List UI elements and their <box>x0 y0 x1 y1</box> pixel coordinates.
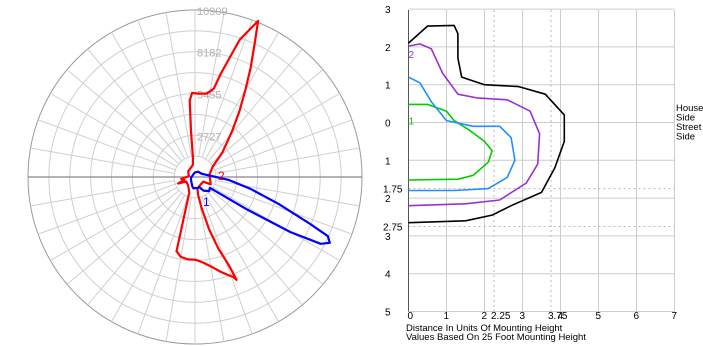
polar-radial-tick-label: 8182 <box>197 48 221 60</box>
contour-side-label: Street <box>676 122 702 133</box>
contour-y-tick-label: 3 <box>385 5 391 16</box>
polar-grid-spoke <box>87 192 182 306</box>
polar-grid-spoke <box>137 19 189 158</box>
contour-grid <box>408 8 675 312</box>
contour-side-label: Side <box>676 113 695 124</box>
contour-x-tick-label: 2.25 <box>491 311 511 322</box>
polar-grid-spoke <box>208 48 303 162</box>
contour-y-tick-label: 2 <box>385 43 391 54</box>
polar-grid-spoke <box>66 190 180 285</box>
polar-grid-spoke <box>198 12 225 157</box>
polar-series-label: 2 <box>218 169 225 183</box>
contour-x-tick-label: 1 <box>444 311 450 322</box>
polar-radial-tick-label: 2727 <box>197 131 221 143</box>
polar-grid-spoke <box>137 196 189 335</box>
contour-y-tick-label: 3 <box>385 232 391 243</box>
contour-x-tick-label: 4 <box>558 311 564 322</box>
polar-grid-spoke <box>87 48 182 162</box>
polar-grid-spoke <box>165 12 192 157</box>
contour-x-tick-label: 3 <box>520 311 526 322</box>
polar-grid-spoke <box>30 180 175 207</box>
polar-grid-spoke <box>201 196 253 335</box>
contour-y-tick-label: 4 <box>385 270 391 281</box>
contour-x-tick-label: 5 <box>596 311 602 322</box>
contour-line-2 <box>408 76 516 192</box>
contour-y-tick-label: 5 <box>385 308 391 319</box>
contour-side-label: House <box>676 103 703 114</box>
contour-x-axis-caption: Values Based On 25 Foot Mounting Height <box>406 332 586 343</box>
polar-radial-tick-label: 10909 <box>197 6 228 18</box>
polar-grid-spoke <box>198 197 225 342</box>
polar-grid-spoke <box>37 119 176 171</box>
contour-y-tick-label: 0 <box>385 119 391 130</box>
polar-grid-spoke <box>50 186 178 261</box>
contour-x-tick-label: 2 <box>482 311 488 322</box>
contour-side-label: Side <box>676 132 695 143</box>
polar-grid-spoke <box>210 69 324 164</box>
polar-grid <box>27 9 363 345</box>
polar-grid-spoke <box>204 32 279 160</box>
contour-x-tick-label: 0 <box>408 311 414 322</box>
contour-y-tick-label: 2 <box>385 194 391 205</box>
contour-line-1 <box>408 103 493 181</box>
polar-grid-spoke <box>66 69 180 164</box>
polar-grid-spoke <box>215 147 360 174</box>
contour-line-4 <box>407 24 566 224</box>
contour-label: 1 <box>409 116 415 127</box>
contour-y-tick-label: 1 <box>385 81 391 92</box>
polar-series-2-line <box>189 170 331 245</box>
contour-x-tick-label: 6 <box>634 311 640 322</box>
polar-grid-spoke <box>210 190 324 285</box>
contour-line-3 <box>408 43 541 207</box>
contour-y-tick-label: 1 <box>385 156 391 167</box>
contour-x-tick-label: 7 <box>672 311 678 322</box>
polar-grid-spoke <box>201 19 253 158</box>
polar-grid-spoke <box>214 119 353 171</box>
contour-x-tick-label: 3.75 <box>548 311 568 322</box>
contour-y-tick-label: 2.75 <box>383 222 403 233</box>
contour-x-axis-caption: Distance In Units Of Mounting Height <box>406 323 563 334</box>
polar-grid-spoke <box>165 197 192 342</box>
polar-grid-spoke <box>30 147 175 174</box>
polar-grid-spoke <box>37 183 176 235</box>
polar-grid-spoke <box>204 194 279 322</box>
polar-grid-spoke <box>50 93 178 168</box>
polar-grid-spoke <box>214 183 353 235</box>
polar-grid-spoke <box>208 192 303 306</box>
polar-grid-spoke <box>111 32 186 160</box>
polar-series-1-line <box>175 19 260 281</box>
polar-grid-spoke <box>111 194 186 322</box>
polar-series-label: 1 <box>203 195 210 209</box>
polar-grid-spoke <box>212 93 340 168</box>
contour-y-tick-label: 1.75 <box>383 185 403 196</box>
contour-label: 2 <box>409 50 415 61</box>
